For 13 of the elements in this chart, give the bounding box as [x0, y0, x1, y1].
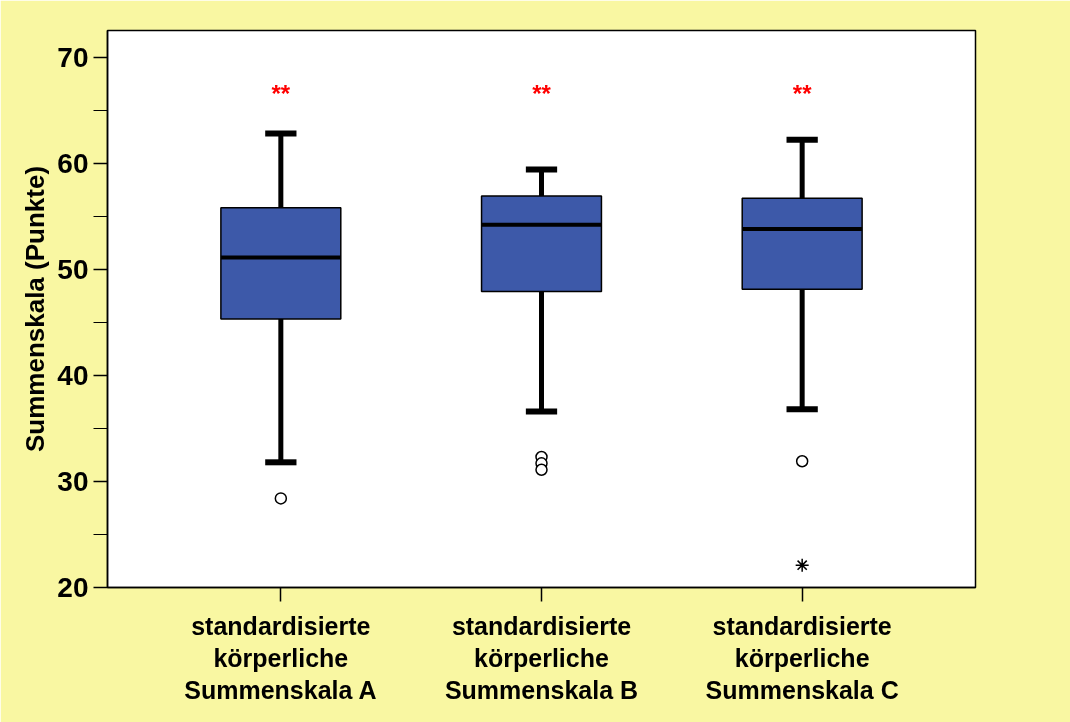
y-tick-label: 70 [57, 41, 89, 73]
y-tick-label: 60 [57, 147, 89, 179]
y-tick-label: 50 [57, 253, 89, 285]
annotation: ** [792, 79, 813, 107]
x-tick-label: standardisierte körperliche Summenskala A [184, 611, 377, 704]
y-tick-label: 30 [57, 465, 89, 497]
annotation: ** [532, 79, 552, 107]
y-tick-label: 40 [57, 359, 89, 391]
annotation: ** [271, 79, 291, 107]
x-tick-label: standardisierte körperliche Summenskala C [705, 611, 899, 704]
x-tick-label: standardisierte körperliche Summenskala B [444, 611, 639, 704]
y-axis-title: Summenskala (Punkte) [20, 165, 51, 453]
y-tick-label: 20 [57, 572, 89, 603]
